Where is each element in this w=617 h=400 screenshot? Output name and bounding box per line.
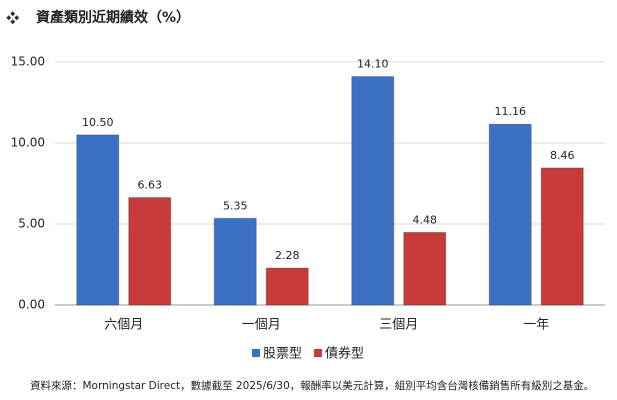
value-label: 2.28: [275, 249, 300, 262]
y-tick-label: 10.00: [11, 136, 45, 150]
x-tick-label: 三個月: [379, 318, 418, 333]
bar: [488, 123, 532, 306]
bar: [213, 217, 257, 306]
bar: [76, 134, 120, 306]
value-label: 14.10: [357, 58, 389, 71]
value-label: 11.16: [495, 105, 527, 118]
y-tick-label: 15.00: [11, 55, 45, 69]
value-label: 5.35: [223, 199, 248, 212]
bar: [128, 197, 172, 306]
bar: [265, 267, 309, 306]
legend-swatch: [314, 349, 322, 357]
bar: [403, 231, 447, 306]
x-tick-label: 一年: [523, 318, 549, 333]
value-label: 6.63: [138, 179, 163, 192]
x-tick-label: 六個月: [104, 318, 143, 333]
legend-label: 債券型: [325, 346, 364, 362]
y-tick-label: 5.00: [18, 217, 45, 231]
legend-swatch: [252, 349, 260, 357]
value-label: 10.50: [82, 116, 114, 129]
legend-label: 股票型: [263, 347, 302, 362]
y-tick-label: 0.00: [18, 298, 45, 312]
bar: [351, 76, 395, 306]
title-bullet: [6, 11, 20, 25]
footnote: 資料來源：Morningstar Direct，數據截至 2025/6/30，報…: [30, 379, 594, 392]
x-tick-label: 一個月: [242, 318, 281, 333]
value-label: 8.46: [550, 149, 575, 162]
value-label: 4.48: [413, 213, 438, 226]
chart-title: 資產類別近期績效（%）: [36, 9, 190, 26]
bar: [540, 167, 584, 306]
